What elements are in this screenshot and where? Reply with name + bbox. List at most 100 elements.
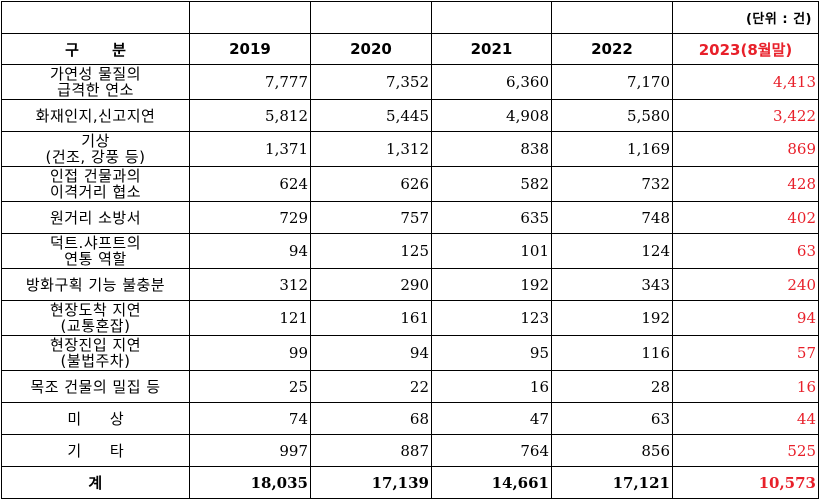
row-label: 인접 건물과의 이격거리 협소 xyxy=(1,166,190,202)
cell-value: 68 xyxy=(310,402,432,435)
cell-value: 22 xyxy=(310,370,432,403)
cell-value: 764 xyxy=(431,434,552,467)
cell-value: 7,777 xyxy=(189,64,311,100)
total-value: 18,035 xyxy=(189,466,311,499)
cell-value-current: 428 xyxy=(672,166,819,202)
cell-value: 856 xyxy=(551,434,673,467)
cell-value: 729 xyxy=(189,201,311,234)
total-value-current: 10,573 xyxy=(672,466,819,499)
cell-value-current: 402 xyxy=(672,201,819,234)
cell-value: 192 xyxy=(551,300,673,336)
row-label-line: 목조 건물의 밀집 등 xyxy=(30,377,161,396)
cell-value: 626 xyxy=(310,166,432,202)
total-value: 17,139 xyxy=(310,466,432,499)
table-row: 가연성 물질의 급격한 연소 7,777 7,352 6,360 7,170 4,413 xyxy=(1,64,819,100)
row-label-line: 현장도착 지연 xyxy=(49,301,142,319)
table-row: 화재인지,신고지연 5,812 5,445 4,908 5,580 3,422 xyxy=(1,99,819,132)
cell-value-current: 869 xyxy=(672,131,819,167)
cell-value: 124 xyxy=(551,233,673,269)
header-year: 2021 xyxy=(431,33,552,65)
row-label-line: 기 타 xyxy=(67,441,136,460)
total-label: 계 xyxy=(1,466,190,499)
cell-value: 748 xyxy=(551,201,673,234)
header-row: 구 분 2019 2020 2021 2022 2023(8월말) xyxy=(1,33,819,65)
cell-value: 25 xyxy=(189,370,311,403)
cell-value: 94 xyxy=(189,233,311,269)
total-value: 17,121 xyxy=(551,466,673,499)
cell-value-current: 4,413 xyxy=(672,64,819,100)
table-row: 목조 건물의 밀집 등 25 22 16 28 16 xyxy=(1,370,819,403)
unit-row: (단위 : 건) xyxy=(1,1,819,34)
cell-value: 887 xyxy=(310,434,432,467)
header-year: 2022 xyxy=(551,33,673,65)
cell-value: 582 xyxy=(431,166,552,202)
row-label-line: 이격거리 협소 xyxy=(49,183,142,201)
unit-row-blank xyxy=(551,1,673,34)
row-label: 화재인지,신고지연 xyxy=(1,99,190,132)
cell-value: 838 xyxy=(431,131,552,167)
table-row: 덕트.샤프트의 연통 역할 94 125 101 124 63 xyxy=(1,233,819,269)
unit-row-blank xyxy=(310,1,432,34)
table-row: 원거리 소방서 729 757 635 748 402 xyxy=(1,201,819,234)
row-label-line: 미 상 xyxy=(67,409,136,428)
cell-value: 47 xyxy=(431,402,552,435)
cell-value-current: 3,422 xyxy=(672,99,819,132)
total-value: 14,661 xyxy=(431,466,552,499)
cell-value: 95 xyxy=(431,335,552,371)
row-label: 미 상 xyxy=(1,402,190,435)
cell-value: 312 xyxy=(189,268,311,301)
unit-row-blank xyxy=(1,1,190,34)
cell-value: 99 xyxy=(189,335,311,371)
row-label: 현장진입 지연 (불법주차) xyxy=(1,335,190,371)
row-label: 원거리 소방서 xyxy=(1,201,190,234)
row-label-line: 가연성 물질의 xyxy=(49,65,142,83)
cell-value: 63 xyxy=(551,402,673,435)
cell-value: 125 xyxy=(310,233,432,269)
cell-value: 1,169 xyxy=(551,131,673,167)
row-label-line: 인접 건물과의 xyxy=(49,167,142,185)
cell-value-current: 94 xyxy=(672,300,819,336)
cell-value: 624 xyxy=(189,166,311,202)
header-year: 2019 xyxy=(189,33,311,65)
total-row: 계 18,035 17,139 14,661 17,121 10,573 xyxy=(1,466,819,499)
row-label-line: 덕트.샤프트의 xyxy=(49,234,142,252)
cell-value: 5,812 xyxy=(189,99,311,132)
table-row: 현장도착 지연 (교통혼잡) 121 161 123 192 94 xyxy=(1,300,819,336)
cell-value: 4,908 xyxy=(431,99,552,132)
table-row: 미 상 74 68 47 63 44 xyxy=(1,402,819,435)
row-label: 방화구획 기능 불충분 xyxy=(1,268,190,301)
cell-value: 7,170 xyxy=(551,64,673,100)
cell-value: 101 xyxy=(431,233,552,269)
cell-value-current: 240 xyxy=(672,268,819,301)
row-label-line: (불법주차) xyxy=(60,352,131,370)
unit-note: (단위 : 건) xyxy=(672,1,819,34)
cell-value-current: 44 xyxy=(672,402,819,435)
table-row: 현장진입 지연 (불법주차) 99 94 95 116 57 xyxy=(1,335,819,371)
row-label-line: 기상 xyxy=(81,132,110,150)
cell-value: 997 xyxy=(189,434,311,467)
cell-value: 635 xyxy=(431,201,552,234)
cell-value: 757 xyxy=(310,201,432,234)
cell-value: 74 xyxy=(189,402,311,435)
cell-value-current: 57 xyxy=(672,335,819,371)
cell-value: 161 xyxy=(310,300,432,336)
cell-value: 5,445 xyxy=(310,99,432,132)
table-row: 기 타 997 887 764 856 525 xyxy=(1,434,819,467)
row-label: 기 타 xyxy=(1,434,190,467)
cell-value: 16 xyxy=(431,370,552,403)
row-label: 현장도착 지연 (교통혼잡) xyxy=(1,300,190,336)
cell-value: 121 xyxy=(189,300,311,336)
table-row: 방화구획 기능 불충분 312 290 192 343 240 xyxy=(1,268,819,301)
header-category: 구 분 xyxy=(1,33,190,65)
cell-value: 5,580 xyxy=(551,99,673,132)
cell-value: 116 xyxy=(551,335,673,371)
table-row: 기상 (건조, 강풍 등) 1,371 1,312 838 1,169 869 xyxy=(1,131,819,167)
cell-value: 28 xyxy=(551,370,673,403)
row-label-line: 원거리 소방서 xyxy=(49,208,142,227)
cell-value-current: 16 xyxy=(672,370,819,403)
cell-value: 7,352 xyxy=(310,64,432,100)
cell-value: 290 xyxy=(310,268,432,301)
row-label: 목조 건물의 밀집 등 xyxy=(1,370,190,403)
row-label-line: 급격한 연소 xyxy=(57,81,134,99)
